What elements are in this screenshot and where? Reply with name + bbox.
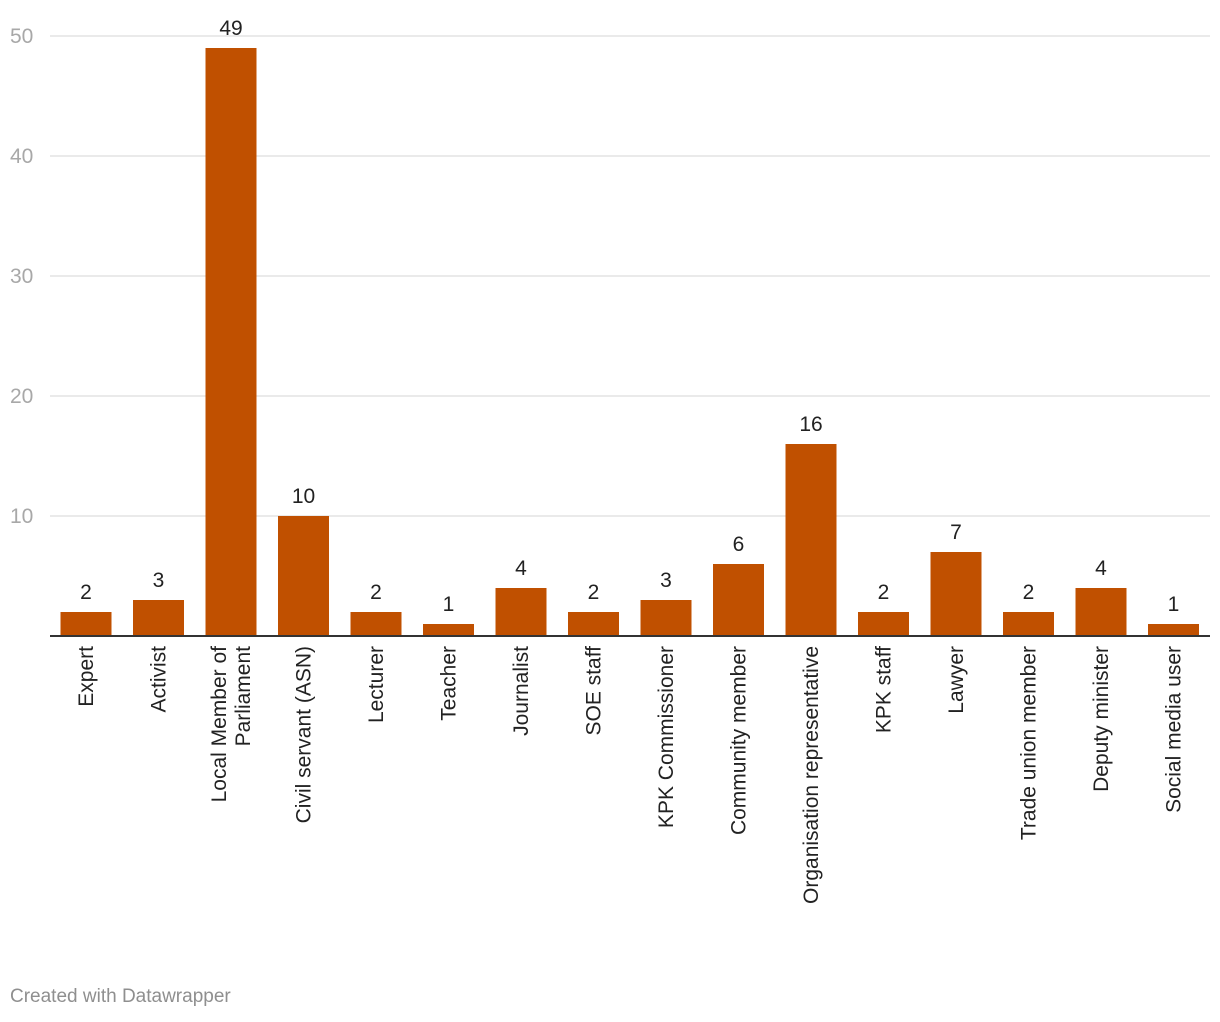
x-category-label: KPK staff	[873, 646, 896, 733]
x-category-label-line: Local Member of	[208, 646, 231, 803]
x-category-label-line: Organisation representative	[800, 646, 823, 904]
bar[interactable]	[640, 600, 692, 636]
y-tick-label: 20	[10, 385, 33, 408]
x-category-label: Organisation representative	[800, 646, 823, 904]
bar-value-label: 16	[799, 413, 822, 436]
bar-value-label: 2	[588, 581, 600, 604]
y-axis: 10 20 30 40 50	[10, 25, 33, 528]
bar-value-label: 3	[660, 569, 672, 592]
bar[interactable]	[858, 612, 909, 636]
x-category-label-line: Community member	[728, 646, 751, 835]
bar-value-label: 6	[733, 533, 745, 556]
bar[interactable]	[350, 612, 402, 636]
y-tick-label: 30	[10, 265, 33, 288]
x-category-label-line: Social media user	[1163, 646, 1186, 813]
bar-value-label: 1	[1168, 593, 1180, 616]
x-category-label-line: Activist	[148, 646, 171, 713]
y-tick-label: 40	[10, 145, 33, 168]
x-category-label-line: Parliament	[232, 646, 255, 747]
x-category-label: Trade union member	[1018, 646, 1041, 840]
bar-value-label: 49	[219, 17, 242, 40]
x-category-label-line: Trade union member	[1018, 646, 1041, 840]
x-category-label: KPK Commissioner	[655, 646, 678, 828]
bar[interactable]	[205, 48, 257, 636]
x-category-label-line: Lecturer	[365, 646, 388, 723]
x-category-label: Local Member ofParliament	[208, 646, 255, 803]
bar-value-label: 3	[153, 569, 165, 592]
y-tick-label: 10	[10, 505, 33, 528]
bar[interactable]	[785, 444, 837, 636]
x-category-label: Community member	[728, 646, 751, 835]
bars	[60, 48, 1199, 636]
bar[interactable]	[133, 600, 184, 636]
x-category-label-line: KPK staff	[873, 646, 896, 733]
x-category-label: Teacher	[438, 646, 461, 721]
x-category-label-line: Deputy minister	[1090, 646, 1113, 792]
x-category-label: Social media user	[1163, 646, 1186, 813]
x-category-label-line: Expert	[75, 646, 98, 707]
x-category-label-line: Lawyer	[945, 646, 968, 714]
bar[interactable]	[495, 588, 547, 636]
bar[interactable]	[278, 516, 329, 636]
bar-value-label: 2	[1023, 581, 1035, 604]
datawrapper-credit[interactable]: Created with Datawrapper	[10, 986, 231, 1007]
bar-value-label: 4	[515, 557, 527, 580]
x-category-label-line: KPK Commissioner	[655, 646, 678, 828]
bar-value-label: 10	[292, 485, 315, 508]
x-category-label-line: Teacher	[438, 646, 461, 721]
bar-value-label: 2	[80, 581, 92, 604]
x-category-label: Lawyer	[945, 646, 968, 714]
x-category-label-line: Civil servant (ASN)	[293, 646, 316, 823]
bar-value-label: 4	[1095, 557, 1107, 580]
x-axis: Expert Activist Local Member ofParliament C…	[50, 635, 1210, 904]
y-tick-label: 50	[10, 25, 33, 48]
bar-value-label: 7	[950, 521, 962, 544]
x-category-label: SOE staff	[583, 646, 606, 736]
bar-value-label: 2	[370, 581, 382, 604]
x-category-label-line: SOE staff	[583, 646, 606, 736]
x-category-label: Deputy minister	[1090, 646, 1113, 792]
x-category-label: Expert	[75, 646, 98, 707]
x-category-label: Civil servant (ASN)	[293, 646, 316, 823]
bar[interactable]	[1148, 624, 1199, 636]
bar[interactable]	[60, 612, 112, 636]
bar[interactable]	[930, 552, 982, 636]
bar[interactable]	[423, 624, 474, 636]
x-category-label: Lecturer	[365, 646, 388, 723]
bar[interactable]	[1003, 612, 1054, 636]
bar[interactable]	[568, 612, 619, 636]
value-labels: 2 3 49 10 2 1 4 2 3 6 16 2 7 2 4 1	[80, 17, 1179, 616]
bar[interactable]	[713, 564, 764, 636]
x-category-label: Journalist	[510, 646, 533, 736]
bar-value-label: 1	[443, 593, 455, 616]
x-category-label: Activist	[148, 646, 171, 713]
bar[interactable]	[1075, 588, 1127, 636]
x-category-label-line: Journalist	[510, 646, 533, 736]
bar-value-label: 2	[878, 581, 890, 604]
